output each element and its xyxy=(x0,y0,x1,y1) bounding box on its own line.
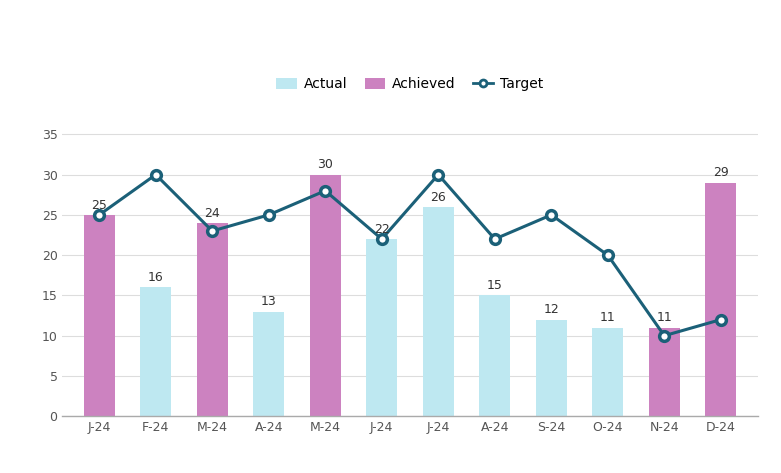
Bar xyxy=(140,288,171,416)
Bar xyxy=(366,239,398,416)
Text: 16: 16 xyxy=(148,271,163,284)
Text: 30: 30 xyxy=(317,158,333,171)
Text: 13: 13 xyxy=(261,295,276,308)
Bar xyxy=(480,296,510,416)
Text: 15: 15 xyxy=(487,279,503,292)
Text: 24: 24 xyxy=(205,207,220,220)
Bar xyxy=(649,328,680,416)
Bar xyxy=(310,175,341,416)
Legend: Actual, Achieved, Target: Actual, Achieved, Target xyxy=(271,71,549,96)
Bar xyxy=(592,328,623,416)
Bar xyxy=(536,320,567,416)
Text: 26: 26 xyxy=(430,191,446,203)
Text: 11: 11 xyxy=(600,311,615,324)
Bar xyxy=(197,223,228,416)
Text: 22: 22 xyxy=(374,223,390,236)
Bar xyxy=(705,183,736,416)
Text: Highlighting Targets Achieved Monthly: Highlighting Targets Achieved Monthly xyxy=(16,44,534,67)
Bar xyxy=(84,215,115,416)
Bar xyxy=(253,312,284,416)
Text: 12: 12 xyxy=(544,303,559,316)
Text: 11: 11 xyxy=(657,311,672,324)
Text: 29: 29 xyxy=(713,166,729,179)
Bar xyxy=(423,207,454,416)
Text: 25: 25 xyxy=(91,199,107,212)
